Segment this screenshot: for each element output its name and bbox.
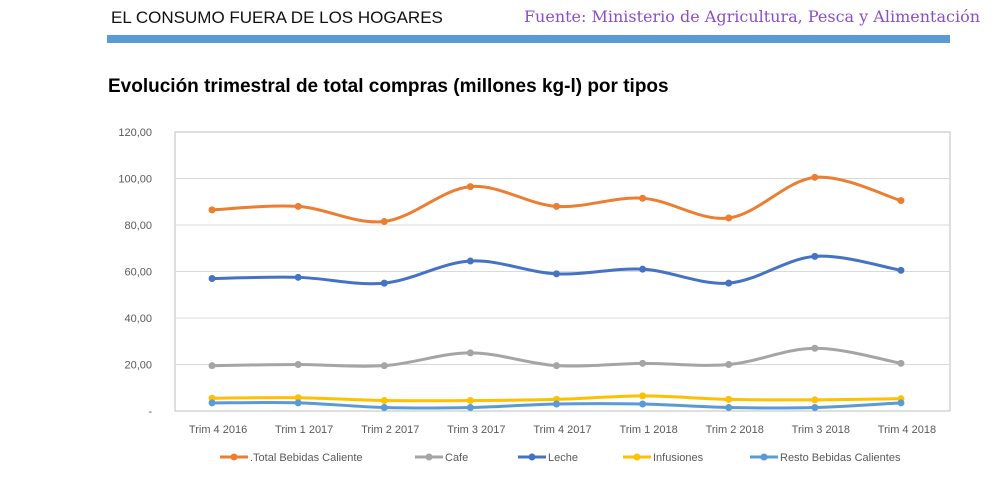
x-tick-label: Trim 1 2018 — [619, 424, 677, 436]
data-point — [811, 173, 819, 181]
legend-marker — [633, 453, 641, 461]
data-point — [897, 359, 905, 367]
data-point — [553, 400, 560, 408]
data-point — [553, 362, 560, 370]
data-point — [725, 279, 733, 287]
legend-marker — [230, 453, 238, 461]
x-tick-label: Trim 4 2017 — [533, 424, 591, 436]
data-point — [553, 270, 560, 278]
y-tick-label: 60,00 — [124, 267, 152, 279]
header-title: EL CONSUMO FUERA DE LOS HOGARES — [111, 8, 443, 27]
x-tick-label: Trim 3 2018 — [792, 424, 850, 436]
data-point — [897, 197, 905, 205]
data-point — [466, 257, 474, 265]
data-point — [294, 361, 302, 368]
data-point — [466, 397, 474, 405]
data-point — [208, 399, 216, 407]
data-point — [725, 214, 733, 222]
data-point — [466, 404, 474, 412]
x-tick-label: Trim 2 2017 — [361, 424, 419, 436]
data-point — [380, 362, 388, 370]
legend-marker — [425, 453, 433, 461]
data-point — [208, 206, 216, 214]
data-point — [639, 359, 647, 367]
x-tick-label: Trim 3 2017 — [447, 424, 505, 436]
legend-marker — [760, 453, 768, 461]
chart-title: Evolución trimestral de total compras (m… — [108, 76, 669, 97]
x-tick-label: Trim 4 2016 — [189, 424, 247, 436]
data-point — [380, 218, 388, 226]
series-line-0 — [211, 175, 902, 224]
data-point — [294, 394, 302, 402]
data-point — [639, 400, 647, 408]
x-tick-label: Trim 1 2017 — [275, 424, 333, 436]
data-point — [380, 279, 388, 287]
data-point — [811, 252, 819, 260]
data-point — [725, 404, 733, 412]
legend-label: .Total Bebidas Caliente — [250, 452, 363, 464]
data-point — [639, 265, 647, 273]
series-line-2 — [212, 254, 902, 286]
y-tick-label: 100,00 — [118, 174, 152, 186]
data-point — [897, 399, 905, 407]
data-point — [380, 404, 388, 412]
y-tick-label: 120,00 — [118, 127, 152, 139]
data-point — [208, 362, 216, 370]
data-point — [294, 273, 302, 281]
data-point — [380, 397, 388, 405]
data-point — [725, 361, 733, 368]
legend-label: Cafe — [445, 452, 468, 464]
legend-label: Infusiones — [653, 452, 704, 464]
data-point — [897, 266, 905, 274]
source-note: Fuente: Ministerio de Agricultura, Pesca… — [523, 7, 980, 26]
y-tick-label: - — [148, 406, 152, 418]
y-tick-label: 40,00 — [124, 313, 152, 325]
data-point — [466, 183, 474, 191]
data-point — [553, 202, 560, 210]
y-tick-label: 80,00 — [124, 220, 152, 232]
data-point — [811, 344, 819, 352]
x-tick-label: Trim 2 2018 — [706, 424, 764, 436]
data-point — [725, 395, 733, 403]
data-point — [639, 194, 647, 202]
data-point — [811, 404, 819, 412]
header-bar — [107, 35, 950, 43]
data-point — [639, 392, 647, 400]
data-point — [294, 202, 302, 210]
y-tick-label: 20,00 — [124, 360, 152, 372]
legend-label: Leche — [548, 452, 578, 464]
data-point — [466, 349, 474, 357]
legend-marker — [528, 453, 536, 461]
data-point — [294, 399, 302, 407]
data-point — [811, 396, 819, 404]
data-point — [208, 274, 216, 282]
legend-label: Resto Bebidas Calientes — [780, 452, 901, 464]
x-tick-label: Trim 4 2018 — [878, 424, 936, 436]
